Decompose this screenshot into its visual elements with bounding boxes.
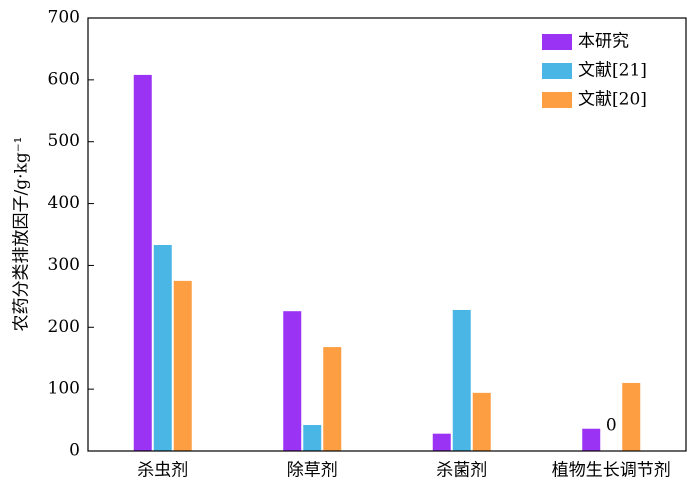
bar xyxy=(173,280,192,451)
legend-label: 文献[20] xyxy=(578,90,647,110)
legend-label: 本研究 xyxy=(578,32,629,52)
y-tick-label: 700 xyxy=(48,8,80,28)
bar xyxy=(622,382,641,451)
legend-swatch xyxy=(542,92,572,108)
bar xyxy=(452,309,471,451)
x-tick-label: 杀菌剂 xyxy=(436,461,487,481)
bar xyxy=(472,392,491,451)
bar xyxy=(432,433,451,451)
y-tick-label: 500 xyxy=(48,131,80,151)
bar xyxy=(283,311,302,451)
bar xyxy=(303,425,322,451)
bar xyxy=(582,428,601,451)
legend-swatch xyxy=(542,34,572,50)
y-axis-label: 农药分类排放因子/g·kg⁻¹ xyxy=(12,137,32,332)
value-label: 0 xyxy=(606,416,617,436)
y-tick-label: 0 xyxy=(69,441,80,461)
bar xyxy=(153,245,172,451)
y-tick-label: 600 xyxy=(48,69,80,89)
bar xyxy=(323,347,342,451)
bar xyxy=(133,74,152,451)
y-tick-label: 400 xyxy=(48,193,80,213)
x-tick-label: 杀虫剂 xyxy=(137,461,188,481)
legend-label: 文献[21] xyxy=(578,61,647,81)
y-tick-label: 100 xyxy=(48,379,80,399)
x-tick-label: 除草剂 xyxy=(287,461,338,481)
legend-swatch xyxy=(542,63,572,79)
y-tick-label: 300 xyxy=(48,255,80,275)
x-tick-label: 植物生长调节剂 xyxy=(552,461,671,481)
plot-frame xyxy=(87,17,687,452)
y-tick-label: 200 xyxy=(48,317,80,337)
